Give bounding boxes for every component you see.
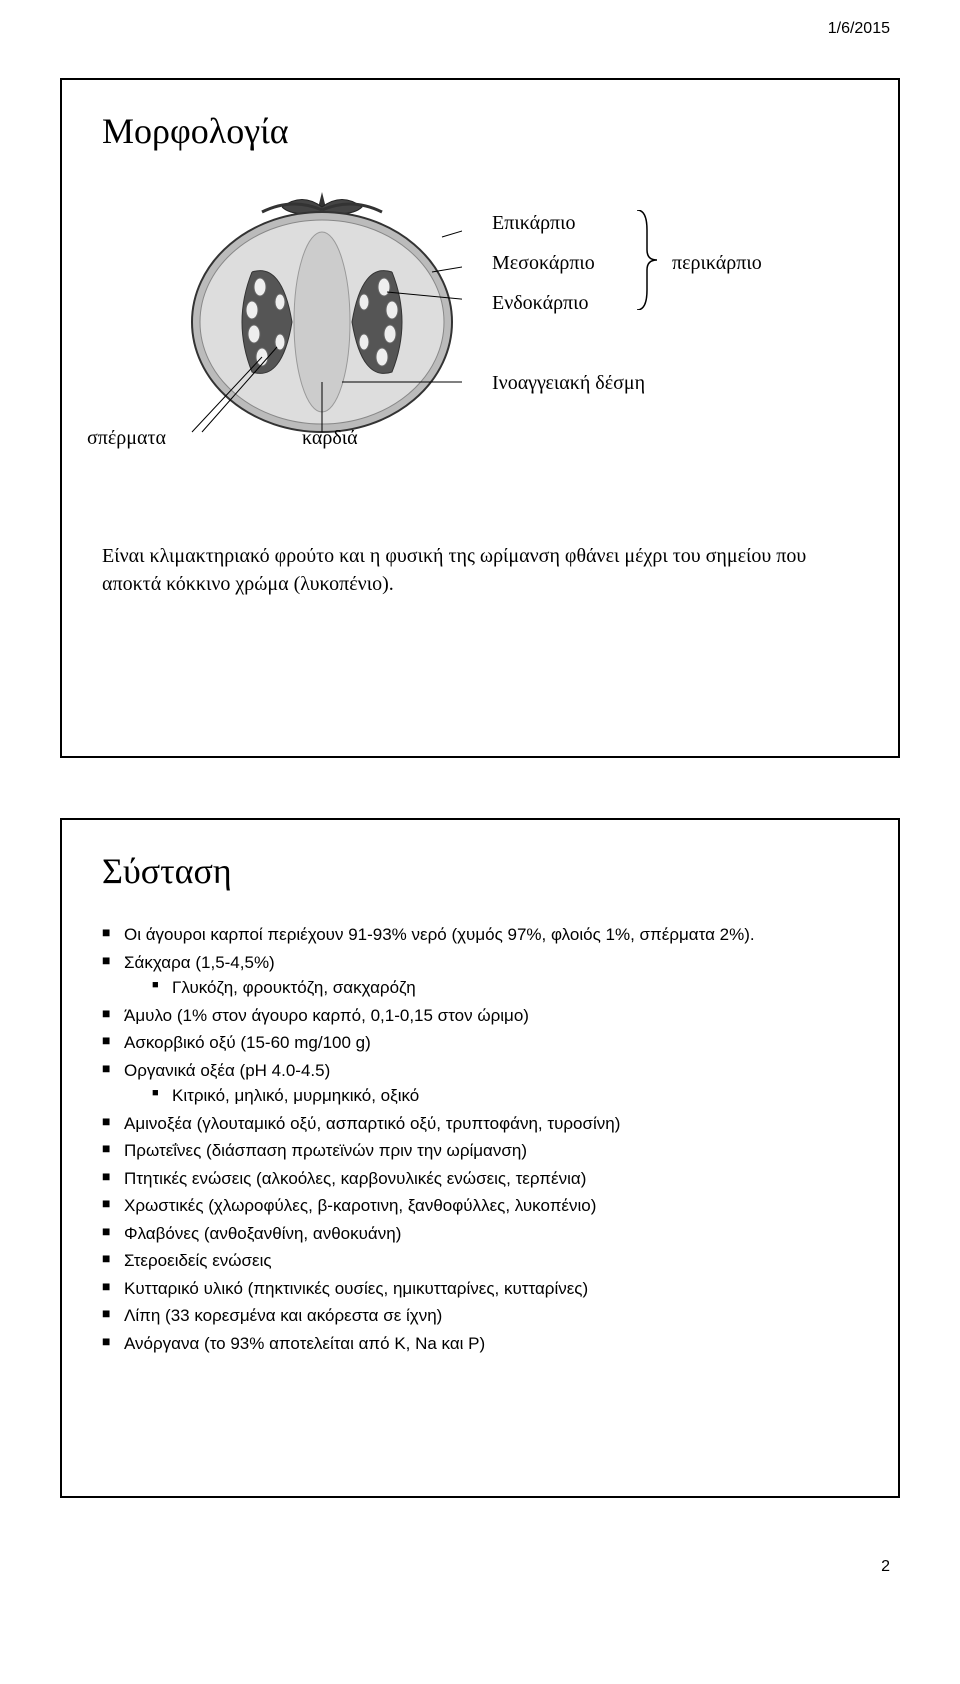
bullet-item: Άμυλο (1% στον άγουρο καρπό, 0,1-0,15 στ… [102,1003,858,1029]
sub-bullet-item: Γλυκόζη, φρουκτόζη, σακχαρόζη [152,975,858,1001]
brace-icon [632,210,662,310]
label-endokarpio: Ενδοκάρπιο [492,292,589,315]
bullet-text: Κυτταρικό υλικό (πηκτινικές ουσίες, ημικ… [124,1279,588,1298]
bullet-item: Αμινοξέα (γλουταμικό οξύ, ασπαρτικό οξύ,… [102,1111,858,1137]
bullet-text: Χρωστικές (χλωροφύλες, β-καροτινη, ξανθο… [124,1196,596,1215]
bullet-item: Ασκορβικό οξύ (15-60 mg/100 g) [102,1030,858,1056]
bullet-item: Πρωτεΐνες (διάσπαση πρωτεϊνών πριν την ω… [102,1138,858,1164]
slide-morphology: Μορφολογία [60,78,900,758]
bullet-text: Φλαβόνες (ανθοξανθίνη, ανθοκυάνη) [124,1224,401,1243]
bullet-item: Χρωστικές (χλωροφύλες, β-καροτινη, ξανθο… [102,1193,858,1219]
bullet-item: Οι άγουροι καρποί περιέχουν 91-93% νερό … [102,922,858,948]
label-mesokarpio: Μεσοκάρπιο [492,252,595,275]
bullet-text: Οργανικά οξέα (pH 4.0-4.5) [124,1061,330,1080]
slide1-title: Μορφολογία [102,110,858,152]
bullet-item: Οργανικά οξέα (pH 4.0-4.5) Κιτρικό, μηλικ… [102,1058,858,1109]
bullet-item: Σάκχαρα (1,5-4,5%) Γλυκόζη, φρουκτόζη, σα… [102,950,858,1001]
sub-list: Κιτρικό, μηλικό, μυρμηκικό, οξικό [124,1083,858,1109]
label-kardia: καρδιά [302,427,358,450]
bullet-text: Σάκχαρα (1,5-4,5%) [124,953,275,972]
page-number: 2 [60,1558,900,1576]
tomato-icon [182,182,462,442]
bullet-text: Στεροειδείς ενώσεις [124,1251,272,1270]
label-inoaggiaki: Ινοαγγειακή δέσμη [492,372,645,395]
bullet-item: Κυτταρικό υλικό (πηκτινικές ουσίες, ημικ… [102,1276,858,1302]
composition-list: Οι άγουροι καρποί περιέχουν 91-93% νερό … [102,922,858,1356]
sub-bullet-item: Κιτρικό, μηλικό, μυρμηκικό, οξικό [152,1083,858,1109]
tomato-diagram: Επικάρπιο Μεσοκάρπιο Ενδοκάρπιο περικάρπ… [102,182,858,522]
bullet-item: Πτητικές ενώσεις (αλκοόλες, καρβονυλικές… [102,1166,858,1192]
bullet-text: Πρωτεΐνες (διάσπαση πρωτεϊνών πριν την ω… [124,1141,527,1160]
bullet-text: Οι άγουροι καρποί περιέχουν 91-93% νερό … [124,925,755,944]
bullet-text: Πτητικές ενώσεις (αλκοόλες, καρβονυλικές… [124,1169,586,1188]
bullet-item: Ανόργανα (το 93% αποτελείται από Κ, Na κ… [102,1331,858,1357]
date-header: 1/6/2015 [60,20,900,38]
page: 1/6/2015 Μορφολογία [0,0,960,1616]
bullet-item: Φλαβόνες (ανθοξανθίνη, ανθοκυάνη) [102,1221,858,1247]
label-perikarpio: περικάρπιο [672,252,762,275]
bullet-text: Άμυλο (1% στον άγουρο καρπό, 0,1-0,15 στ… [124,1006,529,1025]
bullet-text: Ανόργανα (το 93% αποτελείται από Κ, Na κ… [124,1334,485,1353]
slide2-title: Σύσταση [102,850,858,892]
bullet-text: Λίπη (33 κορεσμένα και ακόρεστα σε ίχνη) [124,1306,442,1325]
bullet-text: Ασκορβικό οξύ (15-60 mg/100 g) [124,1033,371,1052]
slide-composition: Σύσταση Οι άγουροι καρποί περιέχουν 91-9… [60,818,900,1498]
bullet-text: Αμινοξέα (γλουταμικό οξύ, ασπαρτικό οξύ,… [124,1114,620,1133]
bullet-item: Λίπη (33 κορεσμένα και ακόρεστα σε ίχνη) [102,1303,858,1329]
label-epikarpio: Επικάρπιο [492,212,576,235]
slide1-caption: Είναι κλιμακτηριακό φρούτο και η φυσική … [102,542,858,598]
sub-list: Γλυκόζη, φρουκτόζη, σακχαρόζη [124,975,858,1001]
label-spermata: σπέρματα [87,427,166,450]
bullet-item: Στεροειδείς ενώσεις [102,1248,858,1274]
